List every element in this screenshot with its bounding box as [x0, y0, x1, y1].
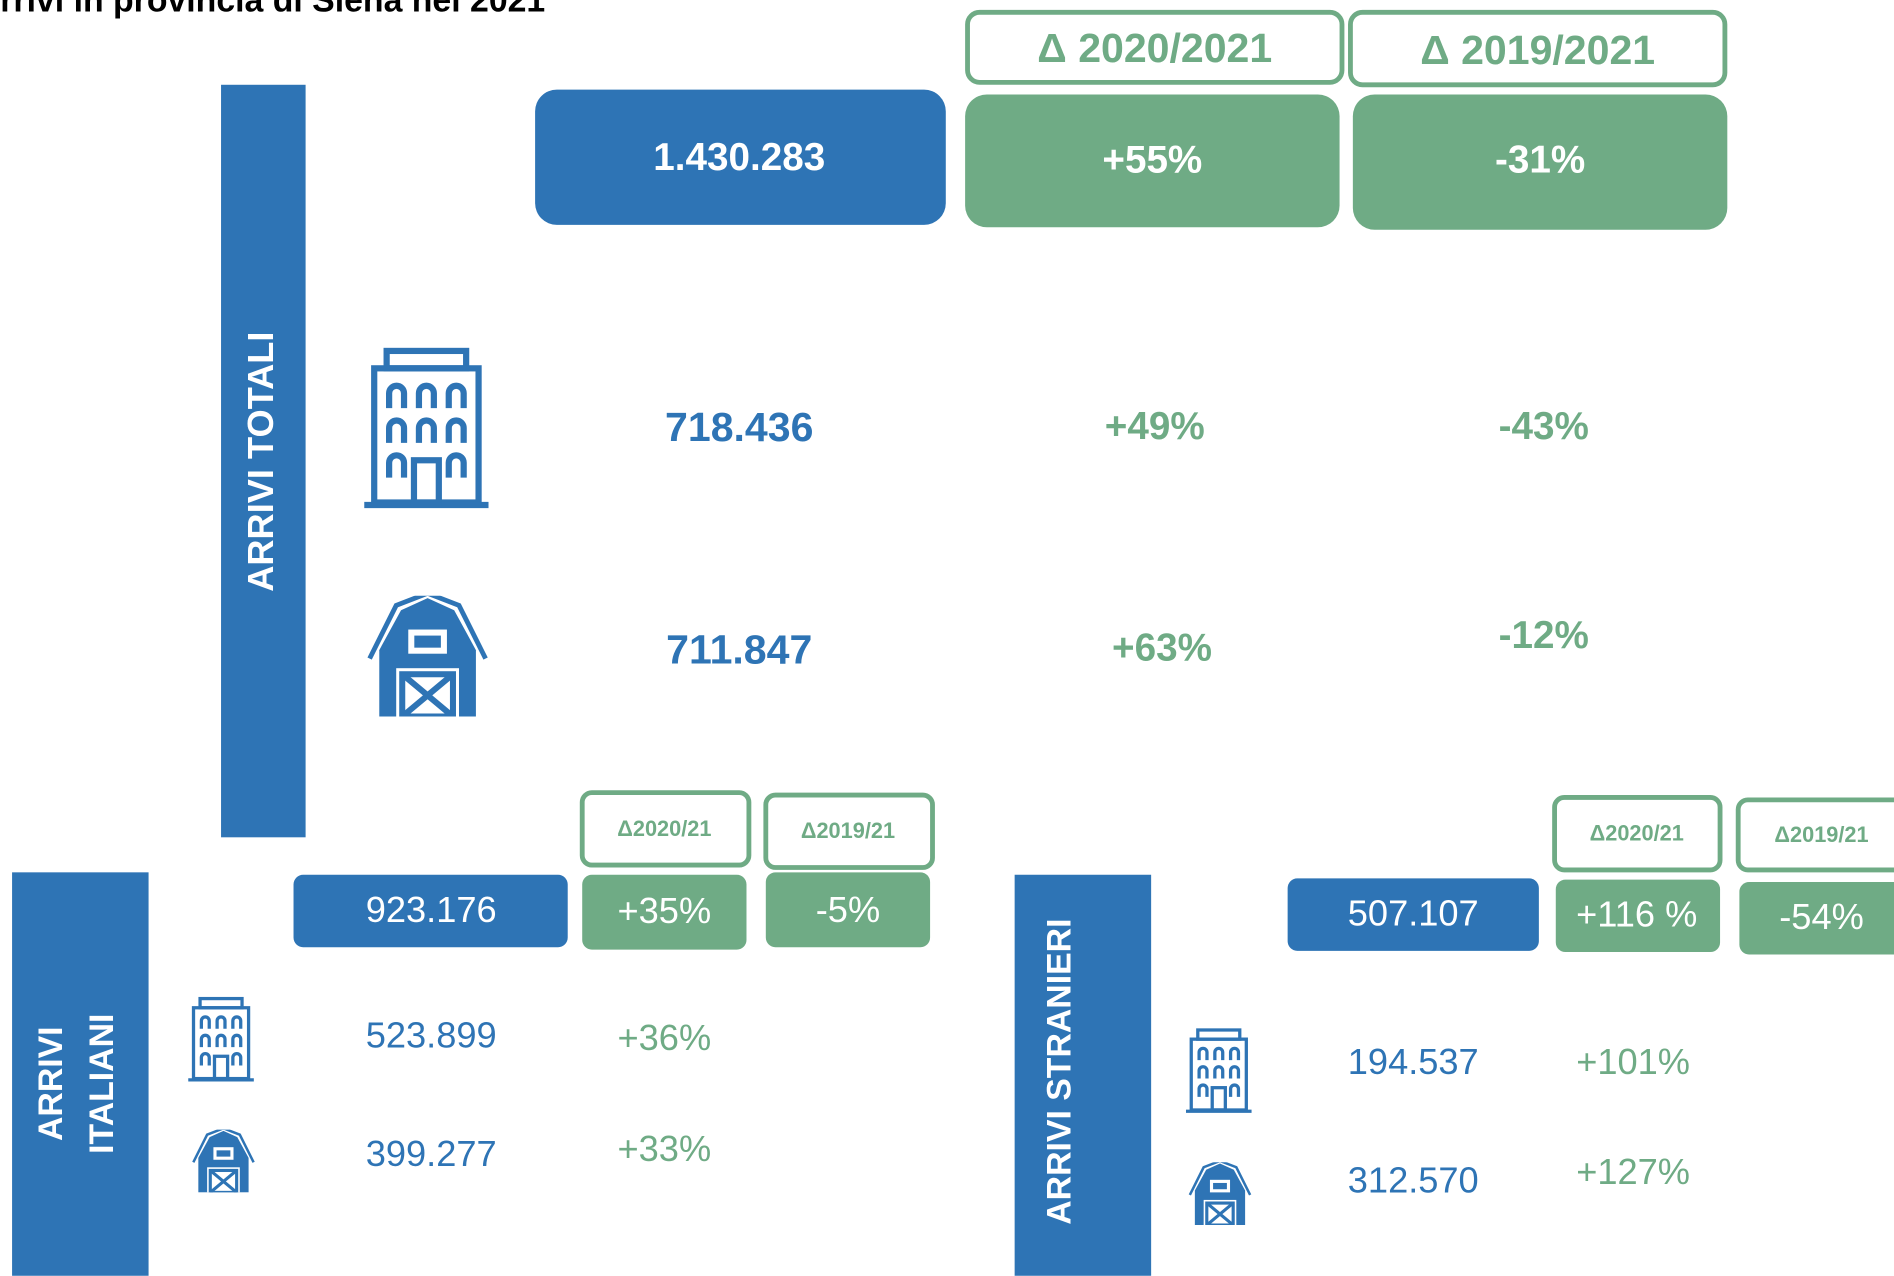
header: Δ 2020/2021	[1037, 25, 1272, 71]
section-bar	[1014, 874, 1152, 1276]
header-box	[1348, 9, 1728, 88]
header-box	[763, 792, 935, 870]
value: 718.436	[665, 404, 813, 450]
value: 399.277	[366, 1133, 497, 1174]
delta: +101%	[1576, 1041, 1690, 1082]
delta: -43%	[1499, 405, 1589, 448]
delta: -31%	[1495, 138, 1585, 181]
delta: +49%	[1105, 405, 1205, 448]
title: Arrivi in provincia di Siena nel 2021	[0, 0, 545, 20]
section-bar	[12, 872, 149, 1276]
total-box	[535, 89, 946, 225]
delta: -54%	[1779, 896, 1864, 937]
barn-icon	[191, 1129, 256, 1193]
value: 312.570	[1348, 1159, 1479, 1200]
header-box	[1552, 795, 1723, 873]
section-label: ARRIVI	[32, 1026, 70, 1141]
barn-icon	[370, 593, 486, 716]
delta-box	[765, 872, 931, 948]
section-label: ITALIANI	[83, 1014, 121, 1154]
header: Δ 2019/2021	[1420, 27, 1655, 73]
total-box	[293, 874, 568, 948]
header: Δ2019/21	[801, 818, 895, 843]
total-value: 507.107	[1348, 892, 1479, 933]
header-box	[1735, 797, 1894, 873]
delta: -5%	[816, 889, 880, 930]
hotel-icon	[188, 999, 254, 1080]
barn-icon	[1187, 1162, 1253, 1226]
section-label: ARRIVI TOTALI	[240, 332, 281, 592]
hotel-icon	[364, 351, 488, 505]
header-box	[965, 9, 1345, 85]
delta: -12%	[1499, 614, 1589, 657]
total-value: 1.430.283	[653, 136, 825, 179]
delta: +36%	[618, 1017, 712, 1058]
total-box	[1287, 878, 1539, 951]
header: Δ2019/21	[1774, 822, 1868, 847]
value: 711.847	[666, 626, 812, 672]
delta: +63%	[1112, 626, 1212, 669]
delta: +55%	[1102, 138, 1202, 181]
delta-box	[1352, 94, 1728, 230]
header: Δ2020/21	[1590, 821, 1684, 846]
section-bar	[221, 84, 306, 838]
section-label: ARRIVI STRANIERI	[1041, 919, 1079, 1225]
value: 523.899	[366, 1014, 497, 1055]
delta-box	[582, 874, 747, 950]
delta: +116 %	[1576, 894, 1697, 935]
header-box	[579, 790, 752, 868]
delta-box	[965, 94, 1340, 228]
total-value: 923.176	[366, 889, 497, 930]
delta: +33%	[618, 1128, 712, 1169]
delta-box	[1739, 882, 1894, 955]
delta-box	[1555, 879, 1721, 953]
delta: +127%	[1576, 1151, 1690, 1192]
delta: +35%	[618, 890, 712, 931]
header: Δ2020/21	[617, 816, 711, 841]
hotel-icon	[1184, 1027, 1254, 1114]
value: 194.537	[1348, 1041, 1479, 1082]
